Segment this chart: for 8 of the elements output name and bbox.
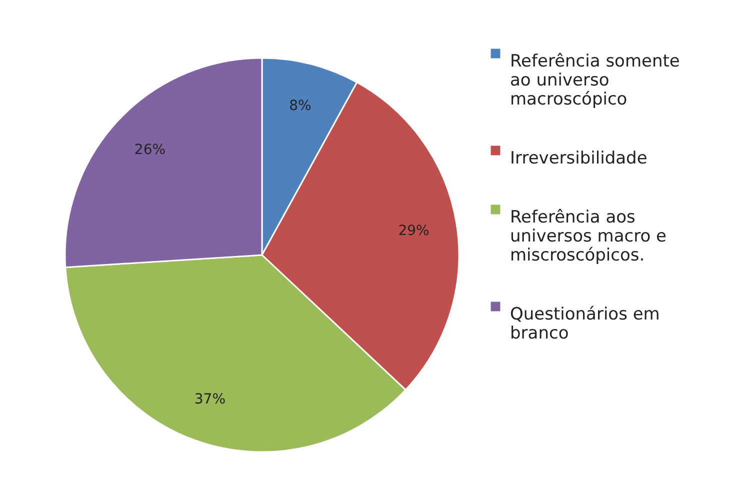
legend-label: Referência somente ao universo macroscópico	[510, 52, 680, 110]
data-label: 37%	[194, 392, 226, 408]
data-label: 29%	[398, 222, 430, 239]
legend-label: Questionários em branco	[510, 304, 660, 344]
legend-label: Irreversibilidade	[510, 148, 648, 168]
data-label: 26%	[134, 142, 166, 158]
data-label: 8%	[289, 98, 312, 114]
legend-label: Referência aos universos macro e miscroscópicos.	[510, 208, 667, 266]
